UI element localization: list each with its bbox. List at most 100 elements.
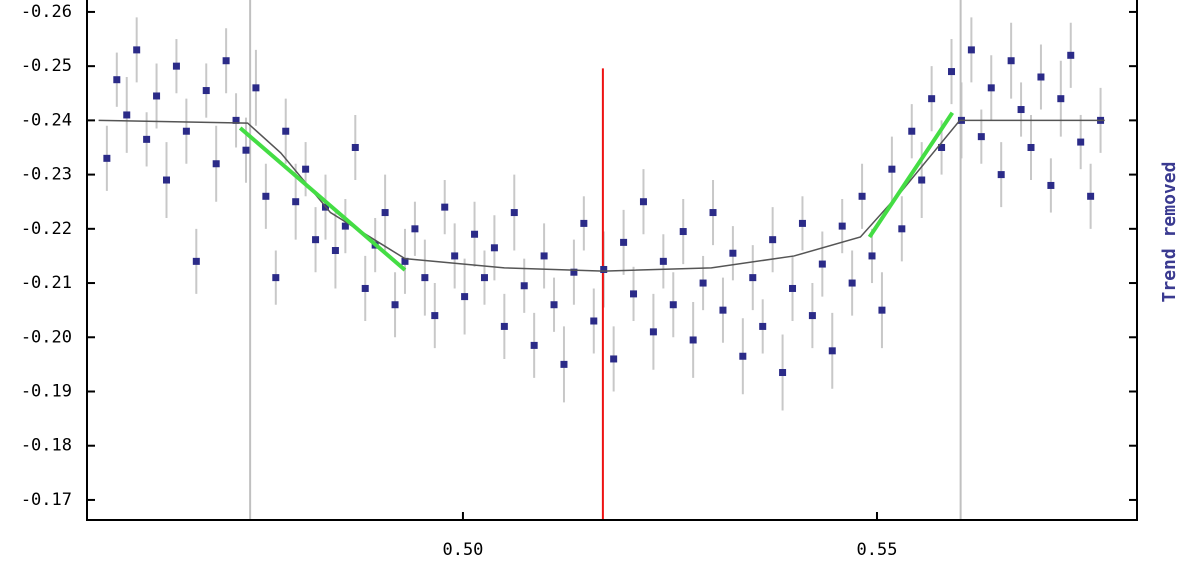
data-point (798, 219, 806, 227)
data-point (133, 46, 141, 54)
data-point (898, 225, 906, 233)
data-point (888, 165, 896, 173)
data-point (679, 228, 687, 236)
axis-frame (86, 0, 1138, 521)
data-point (719, 306, 727, 314)
data-point (292, 198, 300, 206)
data-point (789, 284, 797, 292)
data-point (232, 116, 240, 124)
data-point (192, 257, 200, 265)
data-point (113, 76, 121, 84)
data-point (878, 306, 886, 314)
data-point (858, 192, 866, 200)
data-point (153, 92, 161, 100)
data-point (202, 87, 210, 95)
data-point (639, 198, 647, 206)
data-point (143, 135, 151, 143)
y-tick-label: -0.17 (21, 490, 72, 510)
data-point (1007, 57, 1015, 65)
data-point (530, 341, 538, 349)
data-point (1027, 143, 1035, 151)
data-point (610, 355, 618, 363)
data-point (162, 176, 170, 184)
data-point (272, 274, 280, 282)
data-point (630, 290, 638, 298)
data-point (1087, 192, 1095, 200)
data-point (828, 347, 836, 355)
data-point (928, 95, 936, 103)
data-point (451, 252, 459, 260)
data-point (779, 369, 787, 377)
data-point (361, 284, 369, 292)
data-point (977, 133, 985, 141)
data-point (1037, 73, 1045, 81)
data-point (401, 257, 409, 265)
data-point (351, 143, 359, 151)
data-point (381, 209, 389, 217)
data-point (848, 279, 856, 287)
data-point (600, 265, 608, 273)
data-point (282, 127, 290, 135)
data-point (749, 274, 757, 282)
data-point (341, 222, 349, 230)
data-point (1067, 51, 1075, 59)
data-point (540, 252, 548, 260)
data-point (212, 160, 220, 168)
data-point (739, 352, 747, 360)
data-point (222, 57, 230, 65)
data-point (818, 260, 826, 268)
data-point (838, 222, 846, 230)
data-point (461, 293, 469, 301)
data-point (729, 249, 737, 257)
data-point (182, 127, 190, 135)
x-tick-label: 0.50 (442, 540, 483, 560)
data-point (510, 209, 518, 217)
data-point (550, 301, 558, 309)
fit-line (238, 126, 407, 272)
data-point (391, 301, 399, 309)
data-point (759, 322, 767, 330)
data-point (689, 336, 697, 344)
data-point (242, 146, 250, 154)
data-point (411, 225, 419, 233)
y-tick-label: -0.19 (21, 381, 72, 401)
y-tick-label: -0.26 (21, 2, 72, 22)
data-point (331, 247, 339, 255)
x-tick-label: 0.55 (857, 540, 898, 560)
data-point (172, 62, 180, 70)
data-point (1077, 138, 1085, 146)
data-point (441, 203, 449, 211)
data-point (967, 46, 975, 54)
y-tick-label: -0.24 (21, 110, 72, 130)
data-point (669, 301, 677, 309)
y-tick-label: -0.20 (21, 327, 72, 347)
data-point (490, 244, 498, 252)
data-point (948, 68, 956, 76)
data-point (312, 236, 320, 244)
data-point (1057, 95, 1065, 103)
data-point (500, 322, 508, 330)
data-point (560, 360, 568, 368)
data-point (1017, 106, 1025, 114)
data-point (252, 84, 260, 92)
data-point (123, 111, 131, 119)
data-point (421, 274, 429, 282)
y-tick-label: -0.23 (21, 165, 72, 185)
data-point (649, 328, 657, 336)
data-point (262, 192, 270, 200)
data-point (480, 274, 488, 282)
y-tick-label: -0.21 (21, 273, 72, 293)
data-point (103, 154, 111, 162)
data-point (302, 165, 310, 173)
data-point (471, 230, 479, 238)
data-point (699, 279, 707, 287)
data-point (808, 312, 816, 320)
data-point (570, 268, 578, 276)
data-point (520, 282, 528, 290)
data-point (769, 236, 777, 244)
data-point (620, 238, 628, 246)
data-point (908, 127, 916, 135)
data-point (868, 252, 876, 260)
data-point (1047, 181, 1055, 189)
